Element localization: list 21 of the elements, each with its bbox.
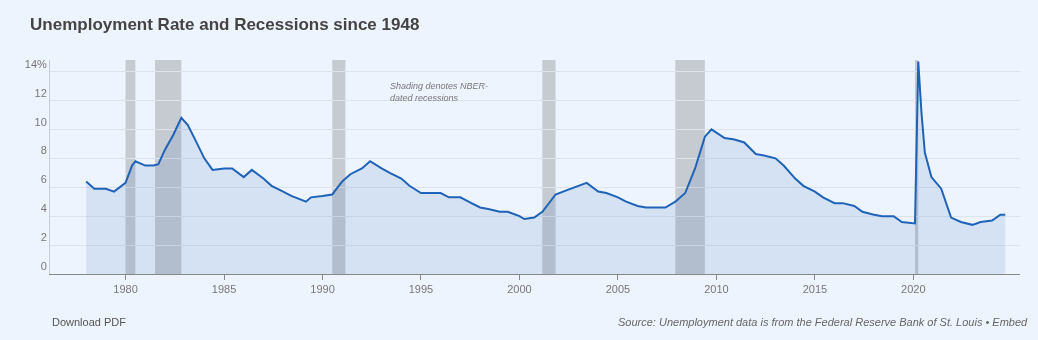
annotation: Shading denotes NBER- dated recessions — [390, 81, 489, 103]
source-note: Source: Unemployment data is from the Federal Reserve Bank of St. Louis • Embed — [618, 316, 1029, 328]
y-tick-label: 0 — [40, 260, 47, 273]
y-tick-label: 4 — [40, 202, 47, 215]
chart-title: Unemployment Rate and Recessions since 1948 — [30, 14, 420, 34]
y-tick-label: 10 — [34, 115, 47, 128]
x-tick-label: 1980 — [113, 283, 138, 296]
y-tick-label: 2 — [40, 231, 47, 244]
y-tick-label: 8 — [40, 144, 47, 157]
x-tick-label: 1985 — [211, 283, 237, 296]
x-tick-label: 1995 — [408, 283, 434, 296]
x-tick-label: 2015 — [802, 283, 828, 296]
y-tick-label: 6 — [40, 173, 47, 186]
y-tick-label: 12 — [34, 86, 47, 99]
x-tick-label: 2005 — [605, 283, 631, 296]
x-tick-label: 2000 — [507, 283, 532, 296]
x-tick-label: 2020 — [901, 283, 926, 296]
text: Download PDF — [52, 316, 127, 328]
x-tick-label: 2010 — [704, 283, 729, 296]
y-tick-label: 14% — [24, 57, 47, 70]
x-tick-label: 1990 — [310, 283, 335, 296]
